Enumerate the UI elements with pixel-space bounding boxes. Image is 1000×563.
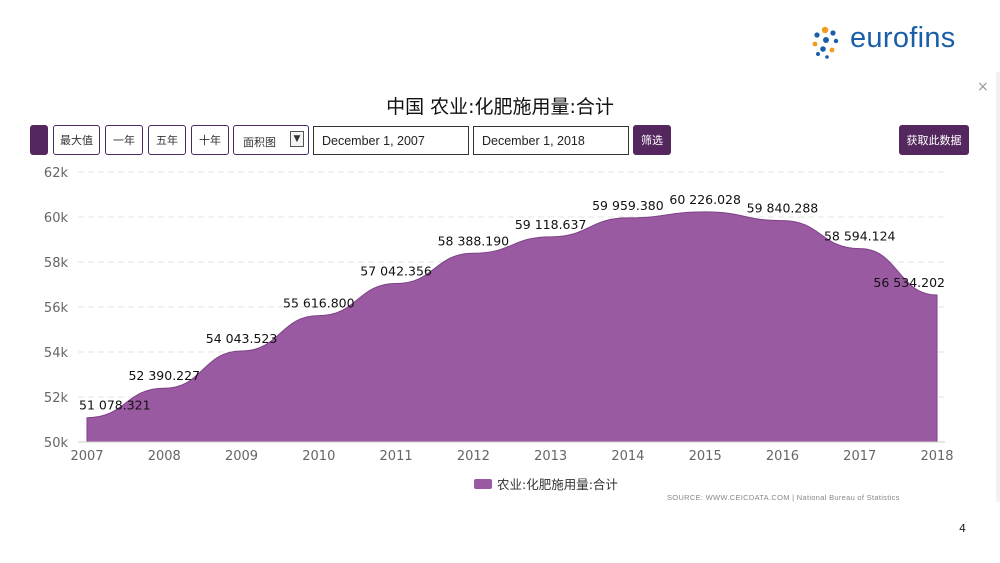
one-year-button[interactable]: 一年 [105, 125, 143, 155]
side-scroll-edge [996, 72, 1000, 502]
chart-title: 中国 农业:化肥施用量:合计 [386, 96, 614, 118]
data-label: 55 616.800 [283, 296, 355, 311]
max-range-button[interactable]: 最大值 [53, 125, 100, 155]
data-label: 52 390.227 [128, 368, 200, 383]
x-tick-label: 2015 [689, 449, 722, 464]
y-tick-label: 62k [44, 166, 69, 181]
y-tick-label: 60k [44, 211, 69, 226]
y-tick-label: 50k [44, 436, 69, 451]
y-tick-label: 54k [44, 346, 69, 361]
x-tick-label: 2014 [611, 449, 644, 464]
x-tick-label: 2011 [380, 449, 413, 464]
data-label: 59 840.288 [747, 201, 819, 216]
end-date-input[interactable]: December 1, 2018 [473, 126, 629, 155]
filter-button[interactable]: 筛选 [633, 125, 671, 155]
page-number: 4 [959, 522, 966, 535]
close-icon[interactable]: × [977, 79, 989, 95]
data-label: 56 534.202 [873, 275, 945, 290]
x-tick-label: 2007 [70, 449, 103, 464]
eurofins-logo: eurofins [808, 22, 973, 60]
data-label: 59 959.380 [592, 198, 664, 213]
logo-dots-icon [812, 26, 839, 59]
data-label: 58 388.190 [438, 233, 510, 248]
chart-type-select[interactable]: 面积图 ▼ [233, 125, 309, 155]
series-area [86, 211, 938, 443]
x-tick-label: 2017 [843, 449, 876, 464]
y-tick-label: 58k [44, 256, 69, 271]
logo-text: eurofins [850, 22, 956, 54]
data-label: 59 118.637 [515, 217, 587, 232]
x-tick-label: 2016 [766, 449, 799, 464]
legend-label: 农业:化肥施用量:合计 [497, 477, 618, 492]
five-year-button[interactable]: 五年 [148, 125, 186, 155]
legend-swatch [474, 479, 492, 489]
data-label: 51 078.321 [79, 398, 151, 413]
y-tick-label: 52k [44, 391, 69, 406]
start-date-input[interactable]: December 1, 2007 [313, 126, 469, 155]
ten-year-button[interactable]: 十年 [191, 125, 229, 155]
chevron-down-icon: ▼ [290, 131, 304, 147]
chart-type-label: 面积图 [243, 136, 276, 149]
get-data-button[interactable]: 获取此数据 [899, 125, 969, 155]
data-label: 58 594.124 [824, 229, 896, 244]
x-tick-label: 2009 [225, 449, 258, 464]
x-tick-label: 2008 [148, 449, 181, 464]
x-tick-label: 2010 [302, 449, 335, 464]
data-label: 57 042.356 [360, 264, 432, 279]
x-tick-label: 2013 [534, 449, 567, 464]
y-tick-label: 56k [44, 301, 69, 316]
menu-button[interactable] [30, 125, 48, 155]
data-label: 60 226.028 [669, 192, 741, 207]
x-tick-label: 2012 [457, 449, 490, 464]
data-label: 54 043.523 [206, 331, 278, 346]
source-note: SOURCE: WWW.CEICDATA.COM | National Bure… [667, 493, 900, 502]
x-tick-label: 2018 [920, 449, 953, 464]
